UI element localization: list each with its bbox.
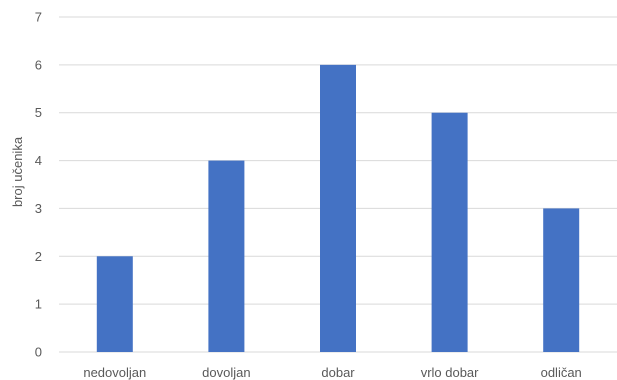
bar-dovoljan (208, 160, 245, 352)
y-tick-label: 1 (35, 297, 42, 312)
y-axis-tick-labels: 0 1 2 3 4 5 6 7 (35, 10, 42, 360)
x-tick-label: nedovoljan (83, 365, 146, 380)
bar-nedovoljan (96, 256, 133, 352)
bars (96, 64, 580, 352)
x-axis-tick-labels: nedovoljan dovoljan dobar vrlo dobar odličan (83, 365, 581, 380)
x-tick-label: dobar (321, 365, 355, 380)
x-tick-label: dovoljan (202, 365, 250, 380)
y-tick-label: 2 (35, 249, 42, 264)
y-tick-label: 5 (35, 105, 42, 120)
y-tick-label: 0 (35, 345, 42, 360)
y-tick-label: 7 (35, 10, 42, 25)
bar-vrlo-dobar (431, 112, 468, 352)
y-tick-label: 4 (35, 153, 42, 168)
x-tick-label: odličan (541, 365, 582, 380)
bar-odličan (543, 208, 580, 352)
x-tick-label: vrlo dobar (421, 365, 479, 380)
y-tick-label: 3 (35, 201, 42, 216)
y-axis-title: broj učenika (10, 136, 25, 207)
y-tick-label: 6 (35, 57, 42, 72)
bar-dobar (320, 64, 356, 352)
